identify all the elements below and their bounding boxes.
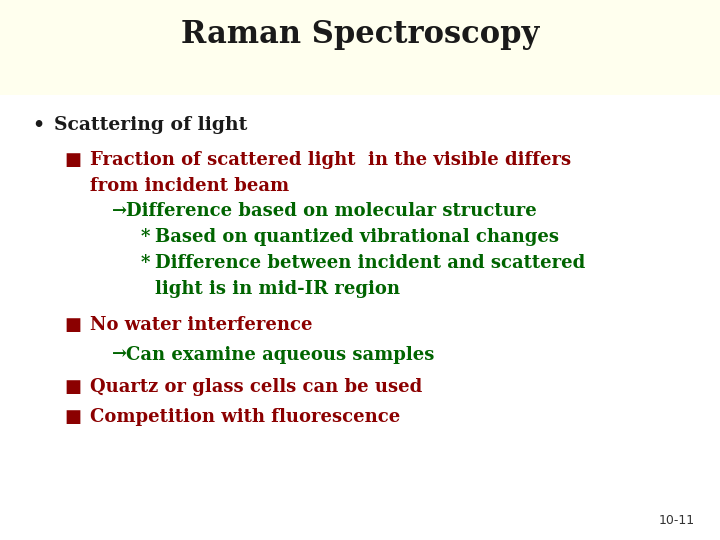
Text: Can examine aqueous samples: Can examine aqueous samples <box>126 346 434 363</box>
FancyBboxPatch shape <box>0 0 720 94</box>
Text: Based on quantized vibrational changes: Based on quantized vibrational changes <box>155 228 559 246</box>
Text: Competition with fluorescence: Competition with fluorescence <box>90 408 400 426</box>
Text: Fraction of scattered light  in the visible differs: Fraction of scattered light in the visib… <box>90 151 571 169</box>
Text: ■: ■ <box>65 151 82 169</box>
Text: light is in mid-IR region: light is in mid-IR region <box>155 280 400 298</box>
Text: from incident beam: from incident beam <box>90 177 289 195</box>
Text: No water interference: No water interference <box>90 316 312 334</box>
Text: *: * <box>140 254 150 272</box>
Text: 10-11: 10-11 <box>659 514 695 526</box>
Text: →: → <box>112 202 127 220</box>
Text: •: • <box>32 116 45 134</box>
Text: Raman Spectroscopy: Raman Spectroscopy <box>181 19 539 50</box>
Text: ■: ■ <box>65 408 82 426</box>
Text: →: → <box>112 346 127 363</box>
Text: Difference between incident and scattered: Difference between incident and scattere… <box>155 254 585 272</box>
Text: *: * <box>140 228 150 246</box>
Text: ■: ■ <box>65 316 82 334</box>
Text: ■: ■ <box>65 378 82 396</box>
Text: Difference based on molecular structure: Difference based on molecular structure <box>126 202 536 220</box>
Text: Scattering of light: Scattering of light <box>54 116 248 134</box>
Text: Quartz or glass cells can be used: Quartz or glass cells can be used <box>90 378 422 396</box>
